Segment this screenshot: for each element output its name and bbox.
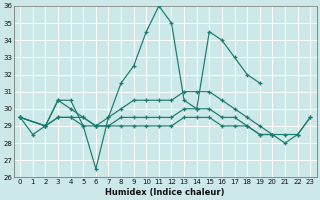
X-axis label: Humidex (Indice chaleur): Humidex (Indice chaleur) <box>106 188 225 197</box>
